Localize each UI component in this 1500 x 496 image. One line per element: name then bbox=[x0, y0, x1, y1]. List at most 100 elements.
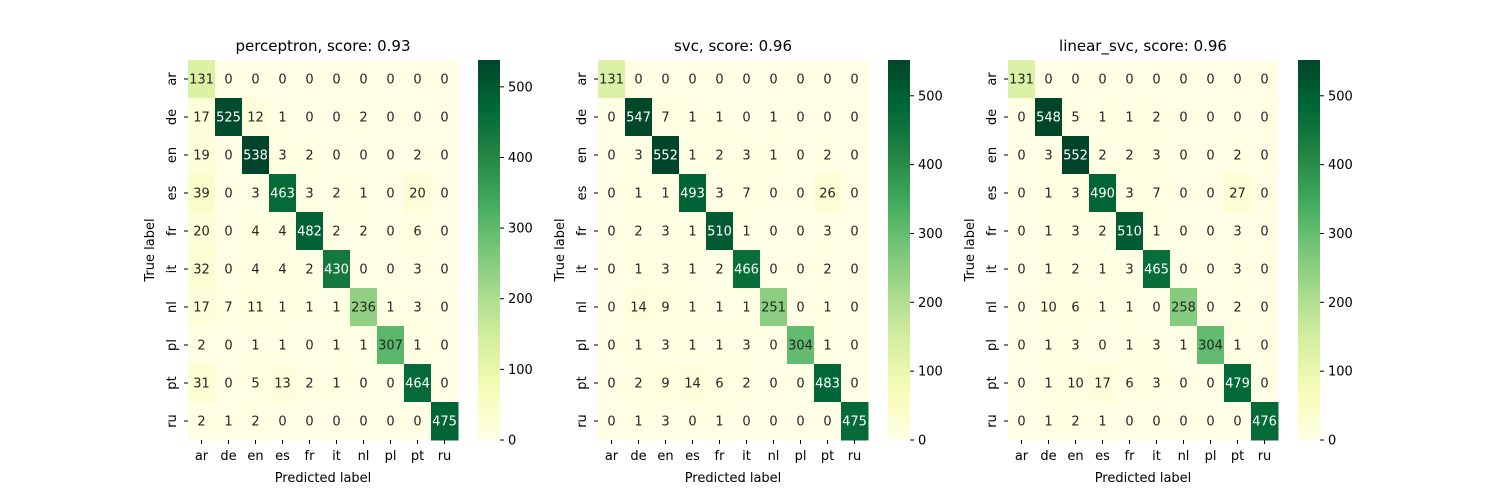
heatmap-cell bbox=[760, 136, 788, 175]
colorbar-segment bbox=[888, 309, 910, 314]
heatmap-cell bbox=[431, 402, 459, 441]
heatmap-cell bbox=[706, 250, 734, 289]
y-tick-label: it bbox=[165, 265, 180, 274]
colorbar-segment bbox=[888, 408, 910, 413]
cell-value-label: 0 bbox=[850, 263, 858, 278]
x-axis-label: Predicted label bbox=[685, 471, 782, 486]
colorbar-segment bbox=[478, 190, 500, 196]
cell-value-label: 1 bbox=[1098, 263, 1106, 278]
heatmap-cell bbox=[215, 98, 243, 137]
colorbar-segment bbox=[888, 297, 910, 303]
x-tick-label: it bbox=[332, 449, 341, 464]
cell-value-label: 1 bbox=[769, 111, 777, 126]
cell-value-label: 131 bbox=[189, 73, 214, 88]
colorbar-segment bbox=[478, 289, 500, 295]
cell-value-label: 1 bbox=[1125, 339, 1133, 354]
cell-value-label: 464 bbox=[405, 377, 430, 392]
colorbar-segment bbox=[1298, 162, 1320, 168]
colorbar-segment bbox=[478, 416, 500, 421]
heatmap-cell bbox=[323, 174, 351, 213]
y-tick-label: es bbox=[165, 185, 180, 200]
colorbar-segment bbox=[888, 420, 910, 425]
cell-value-label: 1 bbox=[1044, 339, 1052, 354]
colorbar-segment bbox=[888, 158, 910, 164]
x-tick-label: pt bbox=[1231, 449, 1244, 464]
colorbar-segment bbox=[478, 261, 500, 267]
heatmap-cell bbox=[625, 402, 653, 441]
heatmap-cell bbox=[350, 402, 378, 441]
colorbar-segment bbox=[1298, 341, 1320, 346]
cell-value-label: 1 bbox=[359, 339, 367, 354]
cell-value-label: 3 bbox=[742, 339, 750, 354]
heatmap-cell bbox=[1035, 250, 1063, 289]
x-tick-label: de bbox=[1040, 449, 1056, 464]
colorbar-segment bbox=[1298, 242, 1320, 247]
cell-value-label: 1 bbox=[769, 149, 777, 164]
heatmap-cell bbox=[242, 364, 270, 403]
cell-value-label: 465 bbox=[1144, 263, 1169, 278]
cell-value-label: 2 bbox=[359, 225, 367, 240]
colorbar-segment bbox=[1298, 400, 1320, 405]
heatmap-cell bbox=[625, 98, 653, 137]
colorbar-segment bbox=[1298, 424, 1320, 429]
colorbar-segment bbox=[478, 218, 500, 223]
colorbar-segment bbox=[1298, 329, 1320, 334]
cell-value-label: 0 bbox=[1179, 111, 1187, 126]
cell-value-label: 1 bbox=[661, 187, 669, 202]
heatmap-cell bbox=[814, 250, 842, 289]
heatmap-cell bbox=[1251, 212, 1279, 251]
cell-value-label: 0 bbox=[1206, 187, 1214, 202]
heatmap-cell bbox=[1170, 326, 1198, 365]
y-tick-label: fr bbox=[575, 225, 590, 236]
cell-value-label: 9 bbox=[661, 377, 669, 392]
cell-value-label: 0 bbox=[1071, 73, 1079, 88]
heatmap-cell bbox=[296, 136, 324, 175]
heatmap-cell bbox=[1062, 212, 1090, 251]
colorbar-segment bbox=[1298, 218, 1320, 223]
cell-value-label: 304 bbox=[1198, 339, 1223, 354]
cell-value-label: 251 bbox=[761, 301, 786, 316]
heatmap-cell bbox=[1008, 288, 1036, 327]
cell-value-label: 1 bbox=[742, 301, 750, 316]
cell-value-label: 0 bbox=[386, 149, 394, 164]
cell-value-label: 11 bbox=[247, 301, 264, 316]
x-tick-label: en bbox=[1067, 449, 1083, 464]
heatmap-cell bbox=[377, 288, 405, 327]
colorbar-segment bbox=[888, 313, 910, 318]
heatmap-cell bbox=[814, 174, 842, 213]
cell-value-label: 6 bbox=[1125, 377, 1133, 392]
colorbar-segment bbox=[1298, 396, 1320, 402]
colorbar-segment bbox=[888, 250, 910, 255]
heatmap-cell bbox=[323, 364, 351, 403]
heatmap-cell bbox=[787, 60, 815, 99]
cell-value-label: 0 bbox=[440, 73, 448, 88]
heatmap-cell bbox=[269, 136, 297, 175]
cell-value-label: 0 bbox=[796, 263, 804, 278]
heatmap-cell bbox=[706, 402, 734, 441]
cell-value-label: 0 bbox=[823, 415, 831, 430]
colorbar-segment bbox=[888, 273, 910, 279]
y-tick-label: pt bbox=[575, 376, 590, 389]
heatmap-cell bbox=[814, 212, 842, 251]
colorbar-segment bbox=[1298, 432, 1320, 437]
cell-value-label: 0 bbox=[796, 73, 804, 88]
colorbar-segment bbox=[478, 226, 500, 231]
colorbar-tick-label: 200 bbox=[1328, 296, 1353, 311]
colorbar-segment bbox=[478, 273, 500, 279]
heatmap-cell bbox=[350, 326, 378, 365]
cell-value-label: 0 bbox=[823, 73, 831, 88]
colorbar-segment bbox=[478, 91, 500, 97]
colorbar-segment bbox=[888, 404, 910, 409]
colorbar-segment bbox=[1298, 301, 1320, 307]
cell-value-label: 7 bbox=[224, 301, 232, 316]
colorbar-segment bbox=[478, 352, 500, 358]
cell-value-label: 131 bbox=[599, 73, 624, 88]
x-tick-label: it bbox=[1152, 449, 1161, 464]
cell-value-label: 2 bbox=[1071, 263, 1079, 278]
cell-value-label: 0 bbox=[1179, 377, 1187, 392]
colorbar-segment bbox=[478, 123, 500, 128]
cell-value-label: 0 bbox=[305, 339, 313, 354]
cell-value-label: 0 bbox=[850, 149, 858, 164]
heatmap-cell bbox=[242, 288, 270, 327]
cell-value-label: 1 bbox=[305, 301, 313, 316]
